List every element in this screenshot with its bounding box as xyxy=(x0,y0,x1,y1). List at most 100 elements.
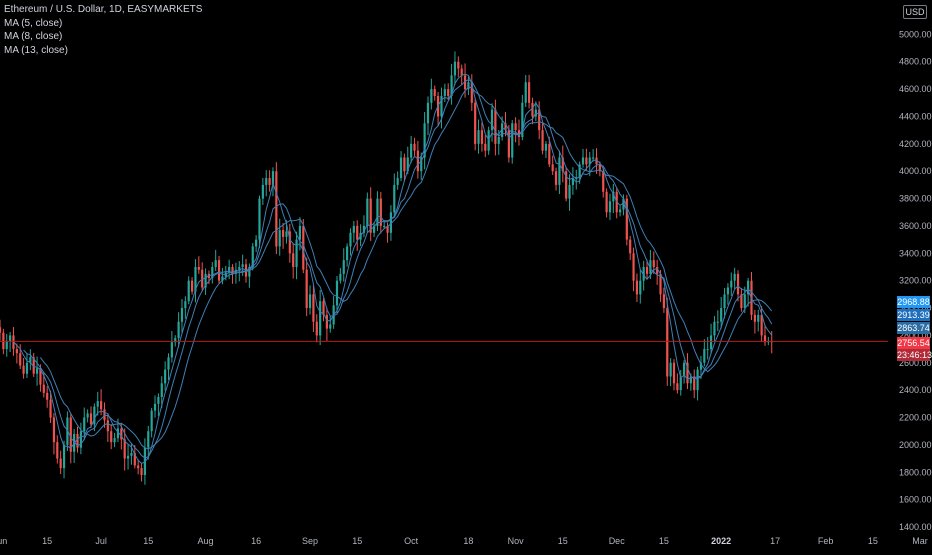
candle xyxy=(413,137,416,156)
candle xyxy=(346,243,349,267)
candle-body xyxy=(447,89,450,96)
candle xyxy=(450,63,453,105)
candle xyxy=(197,256,200,274)
candle-body xyxy=(736,273,740,295)
candle-body xyxy=(0,327,2,333)
candle xyxy=(548,136,551,168)
candle xyxy=(137,459,140,475)
candle-body xyxy=(662,294,665,309)
candle-body xyxy=(325,314,328,329)
candle xyxy=(221,267,224,285)
candle xyxy=(281,222,285,249)
candle xyxy=(56,435,59,464)
candle-body xyxy=(706,349,709,351)
candle-body xyxy=(453,61,457,76)
y-tick-label: 3000.00 xyxy=(899,303,932,313)
candle-body xyxy=(676,383,679,391)
candle xyxy=(25,353,29,378)
candle-body xyxy=(271,171,275,185)
candle xyxy=(376,191,379,232)
candle-body xyxy=(147,431,150,448)
ma-5-label[interactable]: MA (5, close) xyxy=(4,17,63,29)
candle-body xyxy=(164,369,167,384)
candle-body xyxy=(116,428,120,439)
candle xyxy=(699,355,703,380)
candle xyxy=(635,273,639,303)
candle-body xyxy=(265,178,268,185)
y-tick-label: 5000.00 xyxy=(899,29,932,39)
ma-13-label[interactable]: MA (13, close) xyxy=(4,44,68,56)
candle-body xyxy=(62,444,66,469)
candle-body xyxy=(649,260,652,274)
symbol-title[interactable]: Ethereum / U.S. Dollar, 1D, EASYMARKETS xyxy=(4,4,203,15)
candle-body xyxy=(730,280,733,288)
candle xyxy=(396,171,399,190)
candle-body xyxy=(35,368,39,374)
candle-body xyxy=(659,273,662,295)
candle xyxy=(757,309,760,332)
x-tick-label: 17 xyxy=(770,536,780,546)
candle-body xyxy=(561,157,564,172)
candle xyxy=(174,335,177,347)
candle-body xyxy=(86,413,89,418)
candle-body xyxy=(329,324,332,329)
candle xyxy=(73,428,76,463)
candle-body xyxy=(565,171,568,199)
candle xyxy=(632,247,635,292)
candle-body xyxy=(501,123,504,137)
candle-body xyxy=(369,198,372,233)
candle xyxy=(150,407,153,438)
candle-body xyxy=(308,294,312,309)
candle-body xyxy=(281,230,285,237)
candle xyxy=(164,361,167,391)
candle xyxy=(706,337,709,360)
candle xyxy=(575,169,578,190)
candle-body xyxy=(221,276,224,281)
candle-body xyxy=(645,267,649,274)
candle-body xyxy=(531,102,534,117)
candle-body xyxy=(541,130,544,151)
candle xyxy=(258,195,261,249)
candle-body xyxy=(383,225,386,227)
candle-body xyxy=(430,89,433,103)
last-price-tag: 2756.54 xyxy=(897,337,930,349)
candle-body xyxy=(669,362,672,377)
candle xyxy=(403,153,406,181)
candle-body xyxy=(507,130,510,158)
candle-body xyxy=(753,314,756,322)
candle-body xyxy=(588,157,591,165)
candle-body xyxy=(100,401,103,410)
candle xyxy=(140,463,143,482)
candle-body xyxy=(416,150,419,172)
candle xyxy=(366,192,369,233)
x-tick-label: 15 xyxy=(659,536,669,546)
candle-body xyxy=(618,209,622,213)
candle xyxy=(639,269,642,304)
candle-body xyxy=(69,417,72,452)
ma-8-label[interactable]: MA (8, close) xyxy=(4,31,63,42)
candle-body xyxy=(140,468,143,475)
candle xyxy=(255,235,258,253)
candle xyxy=(325,307,328,341)
candle xyxy=(79,422,82,455)
candle-body xyxy=(19,353,22,366)
candle-body xyxy=(201,269,204,288)
candle-body xyxy=(652,260,655,267)
candle-body xyxy=(184,301,187,309)
candle-body xyxy=(463,75,467,90)
candle xyxy=(335,276,339,314)
currency-button[interactable]: USD xyxy=(903,5,927,19)
candle-body xyxy=(413,143,416,151)
candle-body xyxy=(187,280,190,302)
candle xyxy=(440,87,443,129)
candle xyxy=(733,267,736,290)
candle-body xyxy=(548,143,551,165)
candle-body xyxy=(598,164,601,172)
candle xyxy=(113,432,116,448)
candle-body xyxy=(285,231,288,237)
candle xyxy=(228,259,231,280)
candle-body xyxy=(342,260,345,274)
candle-body xyxy=(632,253,635,281)
